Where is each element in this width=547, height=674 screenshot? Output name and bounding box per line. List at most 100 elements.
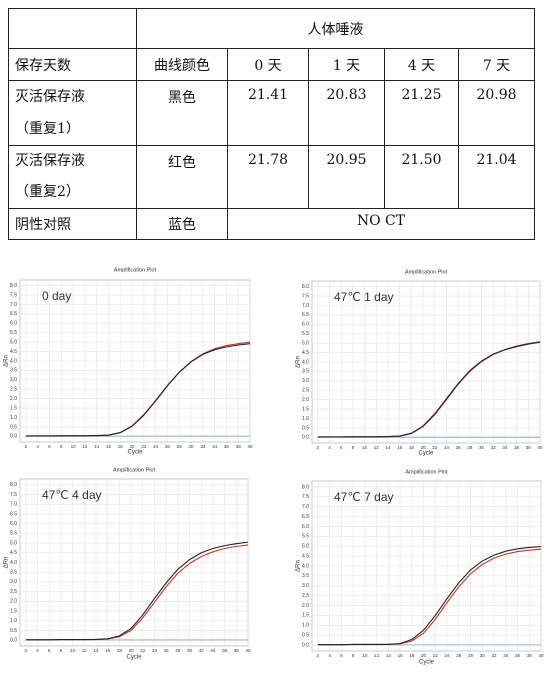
x-tick-label: 36: [514, 445, 520, 450]
y-tick-label: 4.0: [10, 358, 17, 364]
y-tick-label: 3.5: [302, 369, 309, 375]
x-tick-label: 12: [82, 648, 88, 653]
x-tick-label: 16: [106, 444, 112, 449]
y-tick-label: 8.0: [302, 484, 309, 490]
y-tick-label: 4.5: [302, 350, 309, 356]
result: NO CT: [227, 208, 535, 240]
y-tick-label: 7.5: [10, 292, 17, 298]
column-header: 4 天: [384, 48, 459, 81]
y-tick-label: 5.5: [10, 531, 17, 537]
x-tick-label: 34: [212, 444, 218, 449]
y-tick-label: 3.5: [10, 570, 17, 576]
y-tick-label: 6.5: [302, 312, 309, 318]
y-axis-label: ΔRn: [4, 355, 10, 367]
amplification-curve: [25, 343, 251, 437]
y-tick-label: 5.5: [302, 534, 309, 540]
x-axis-label: Cycle: [127, 450, 143, 456]
ct-value: 21.41: [227, 80, 309, 146]
x-tick-label: 6: [48, 648, 51, 653]
x-tick-label: 18: [117, 648, 123, 653]
y-tick-label: 5.0: [10, 339, 17, 345]
x-tick-label: 4: [328, 445, 331, 450]
y-tick-label: 7.0: [302, 303, 309, 309]
x-tick-label: 10: [362, 653, 368, 658]
y-tick-label: 6.5: [10, 311, 17, 317]
plot-title: Amplification Plot: [114, 267, 157, 273]
x-tick-label: 28: [467, 445, 473, 450]
x-tick-label: 22: [140, 648, 146, 653]
x-tick-label: 34: [210, 648, 216, 653]
x-tick-label: 6: [340, 445, 343, 450]
x-tick-label: 22: [432, 445, 438, 450]
x-tick-label: 12: [374, 653, 380, 658]
y-tick-label: 6.0: [10, 521, 17, 527]
x-tick-label: 6: [48, 444, 51, 449]
y-tick-label: 4.5: [10, 349, 17, 355]
y-tick-label: 4.0: [302, 359, 309, 365]
x-tick-label: 40: [537, 445, 543, 450]
amplification-curve: [317, 546, 542, 646]
x-tick-label: 28: [177, 444, 183, 449]
x-tick-label: 24: [445, 653, 451, 658]
x-tick-label: 32: [491, 445, 497, 450]
x-tick-label: 14: [93, 648, 99, 653]
x-tick-label: 26: [165, 444, 171, 449]
x-tick-label: 20: [421, 445, 427, 450]
x-tick-label: 36: [224, 444, 230, 449]
y-tick-label: 1.5: [10, 405, 17, 411]
x-tick-label: 4: [328, 653, 331, 658]
x-tick-label: 16: [398, 653, 404, 658]
x-tick-label: 12: [82, 444, 88, 449]
y-tick-label: 8.0: [10, 283, 17, 289]
plot-title: Amplification Plot: [405, 469, 448, 475]
y-tick-label: 3.0: [302, 583, 309, 589]
x-tick-label: 22: [433, 653, 439, 658]
x-axis-label: Cycle: [418, 451, 434, 457]
x-tick-label: 20: [129, 648, 135, 653]
x-tick-label: 10: [71, 444, 77, 449]
plot-title: Amplification Plot: [405, 269, 448, 275]
y-tick-label: 4.0: [302, 563, 309, 569]
plot-annotation: 47℃ 7 day: [334, 490, 394, 504]
sample-note: （重复2）: [15, 184, 80, 200]
y-tick-label: 2.0: [10, 396, 17, 402]
y-tick-label: 3.0: [10, 377, 17, 383]
x-tick-label: 10: [70, 648, 76, 653]
plot-annotation: 47℃ 1 day: [334, 290, 394, 304]
x-tick-label: 30: [479, 445, 485, 450]
y-tick-label: 2.5: [10, 589, 17, 595]
y-tick-label: 5.0: [302, 340, 309, 346]
x-tick-label: 30: [480, 653, 486, 658]
y-tick-label: 0.0: [10, 434, 17, 440]
y-tick-label: 1.5: [302, 613, 309, 619]
y-tick-label: 3.5: [302, 573, 309, 579]
x-tick-label: 30: [189, 444, 195, 449]
x-tick-label: 38: [236, 444, 242, 449]
y-tick-label: 4.0: [10, 560, 17, 566]
y-tick-label: 4.5: [10, 550, 17, 556]
x-tick-label: 14: [94, 444, 100, 449]
ct-value: 21.04: [458, 145, 535, 209]
y-tick-label: 0.5: [302, 633, 309, 639]
amplification-curve: [25, 541, 249, 641]
y-tick-label: 8.0: [302, 284, 309, 290]
x-tick-label: 2: [25, 648, 28, 653]
y-tick-label: 2.0: [302, 603, 309, 609]
y-tick-label: 5.0: [10, 540, 17, 546]
y-tick-label: 1.5: [10, 608, 17, 614]
x-tick-label: 32: [200, 444, 206, 449]
y-axis-label: ΔRn: [4, 557, 10, 569]
x-tick-label: 20: [130, 444, 136, 449]
x-tick-label: 36: [222, 648, 228, 653]
y-tick-label: 1.5: [302, 406, 309, 412]
y-tick-label: 7.0: [10, 502, 17, 508]
y-tick-label: 0.0: [302, 435, 309, 441]
x-tick-label: 8: [60, 444, 63, 449]
x-tick-label: 32: [199, 648, 205, 653]
curve-color: 蓝色: [136, 208, 228, 240]
x-tick-label: 28: [175, 648, 181, 653]
y-tick-label: 0.5: [10, 628, 17, 634]
x-tick-label: 6: [340, 653, 343, 658]
